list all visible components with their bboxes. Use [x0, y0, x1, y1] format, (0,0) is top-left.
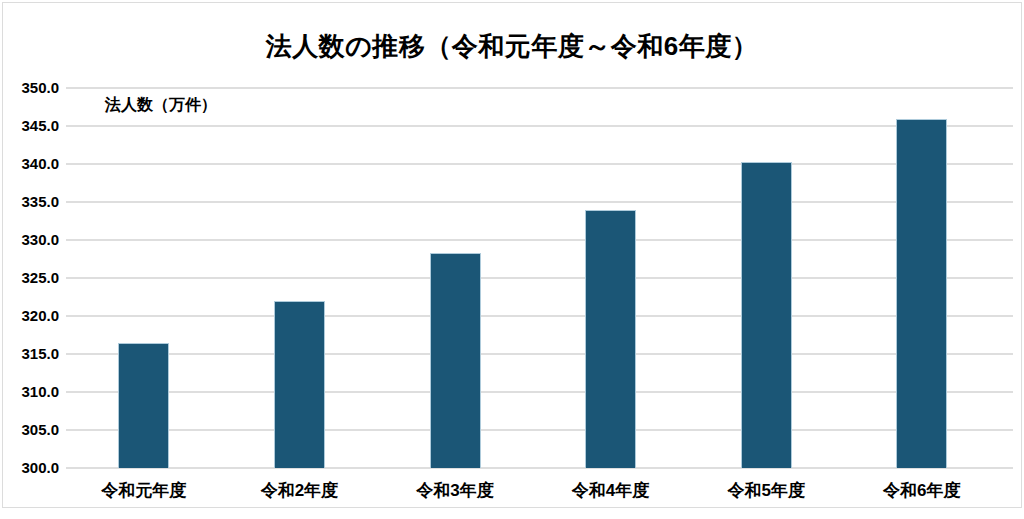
x-tick-label: 令和2年度	[224, 479, 374, 502]
chart-title: 法人数の推移（令和元年度～令和6年度）	[3, 29, 1021, 64]
x-tick-label: 令和元年度	[69, 479, 219, 502]
bar-令和4年度	[585, 210, 636, 468]
x-tick-label: 令和3年度	[380, 479, 530, 502]
x-tick-label: 令和5年度	[691, 479, 841, 502]
gridline	[66, 353, 1013, 355]
chart-frame: 法人数の推移（令和元年度～令和6年度） 法人数（万件） 350.0 345.0 34…	[2, 2, 1022, 508]
x-tick-label: 令和6年度	[847, 479, 997, 502]
y-tick-label: 320.0	[7, 308, 59, 323]
gridline	[66, 163, 1013, 165]
y-tick-label: 325.0	[7, 270, 59, 285]
bar-令和元年度	[118, 343, 169, 468]
y-axis-label: 法人数（万件）	[105, 95, 217, 116]
gridline	[66, 467, 1013, 469]
y-tick-label: 305.0	[7, 422, 59, 437]
gridline	[66, 277, 1013, 279]
bar-令和3年度	[430, 253, 481, 468]
y-tick-label: 300.0	[7, 460, 59, 475]
bar-令和6年度	[896, 119, 947, 468]
x-tick-label: 令和4年度	[536, 479, 686, 502]
y-tick-label: 330.0	[7, 232, 59, 247]
gridline	[66, 239, 1013, 241]
gridline	[66, 125, 1013, 127]
y-tick-label: 345.0	[7, 118, 59, 133]
bar-令和2年度	[274, 301, 325, 468]
y-tick-label: 340.0	[7, 156, 59, 171]
y-tick-label: 315.0	[7, 346, 59, 361]
gridline	[66, 429, 1013, 431]
y-tick-label: 350.0	[7, 80, 59, 95]
gridline	[66, 87, 1013, 89]
bar-令和5年度	[741, 162, 792, 468]
gridline	[66, 201, 1013, 203]
gridline	[66, 391, 1013, 393]
y-tick-label: 335.0	[7, 194, 59, 209]
gridline	[66, 315, 1013, 317]
y-tick-label: 310.0	[7, 384, 59, 399]
